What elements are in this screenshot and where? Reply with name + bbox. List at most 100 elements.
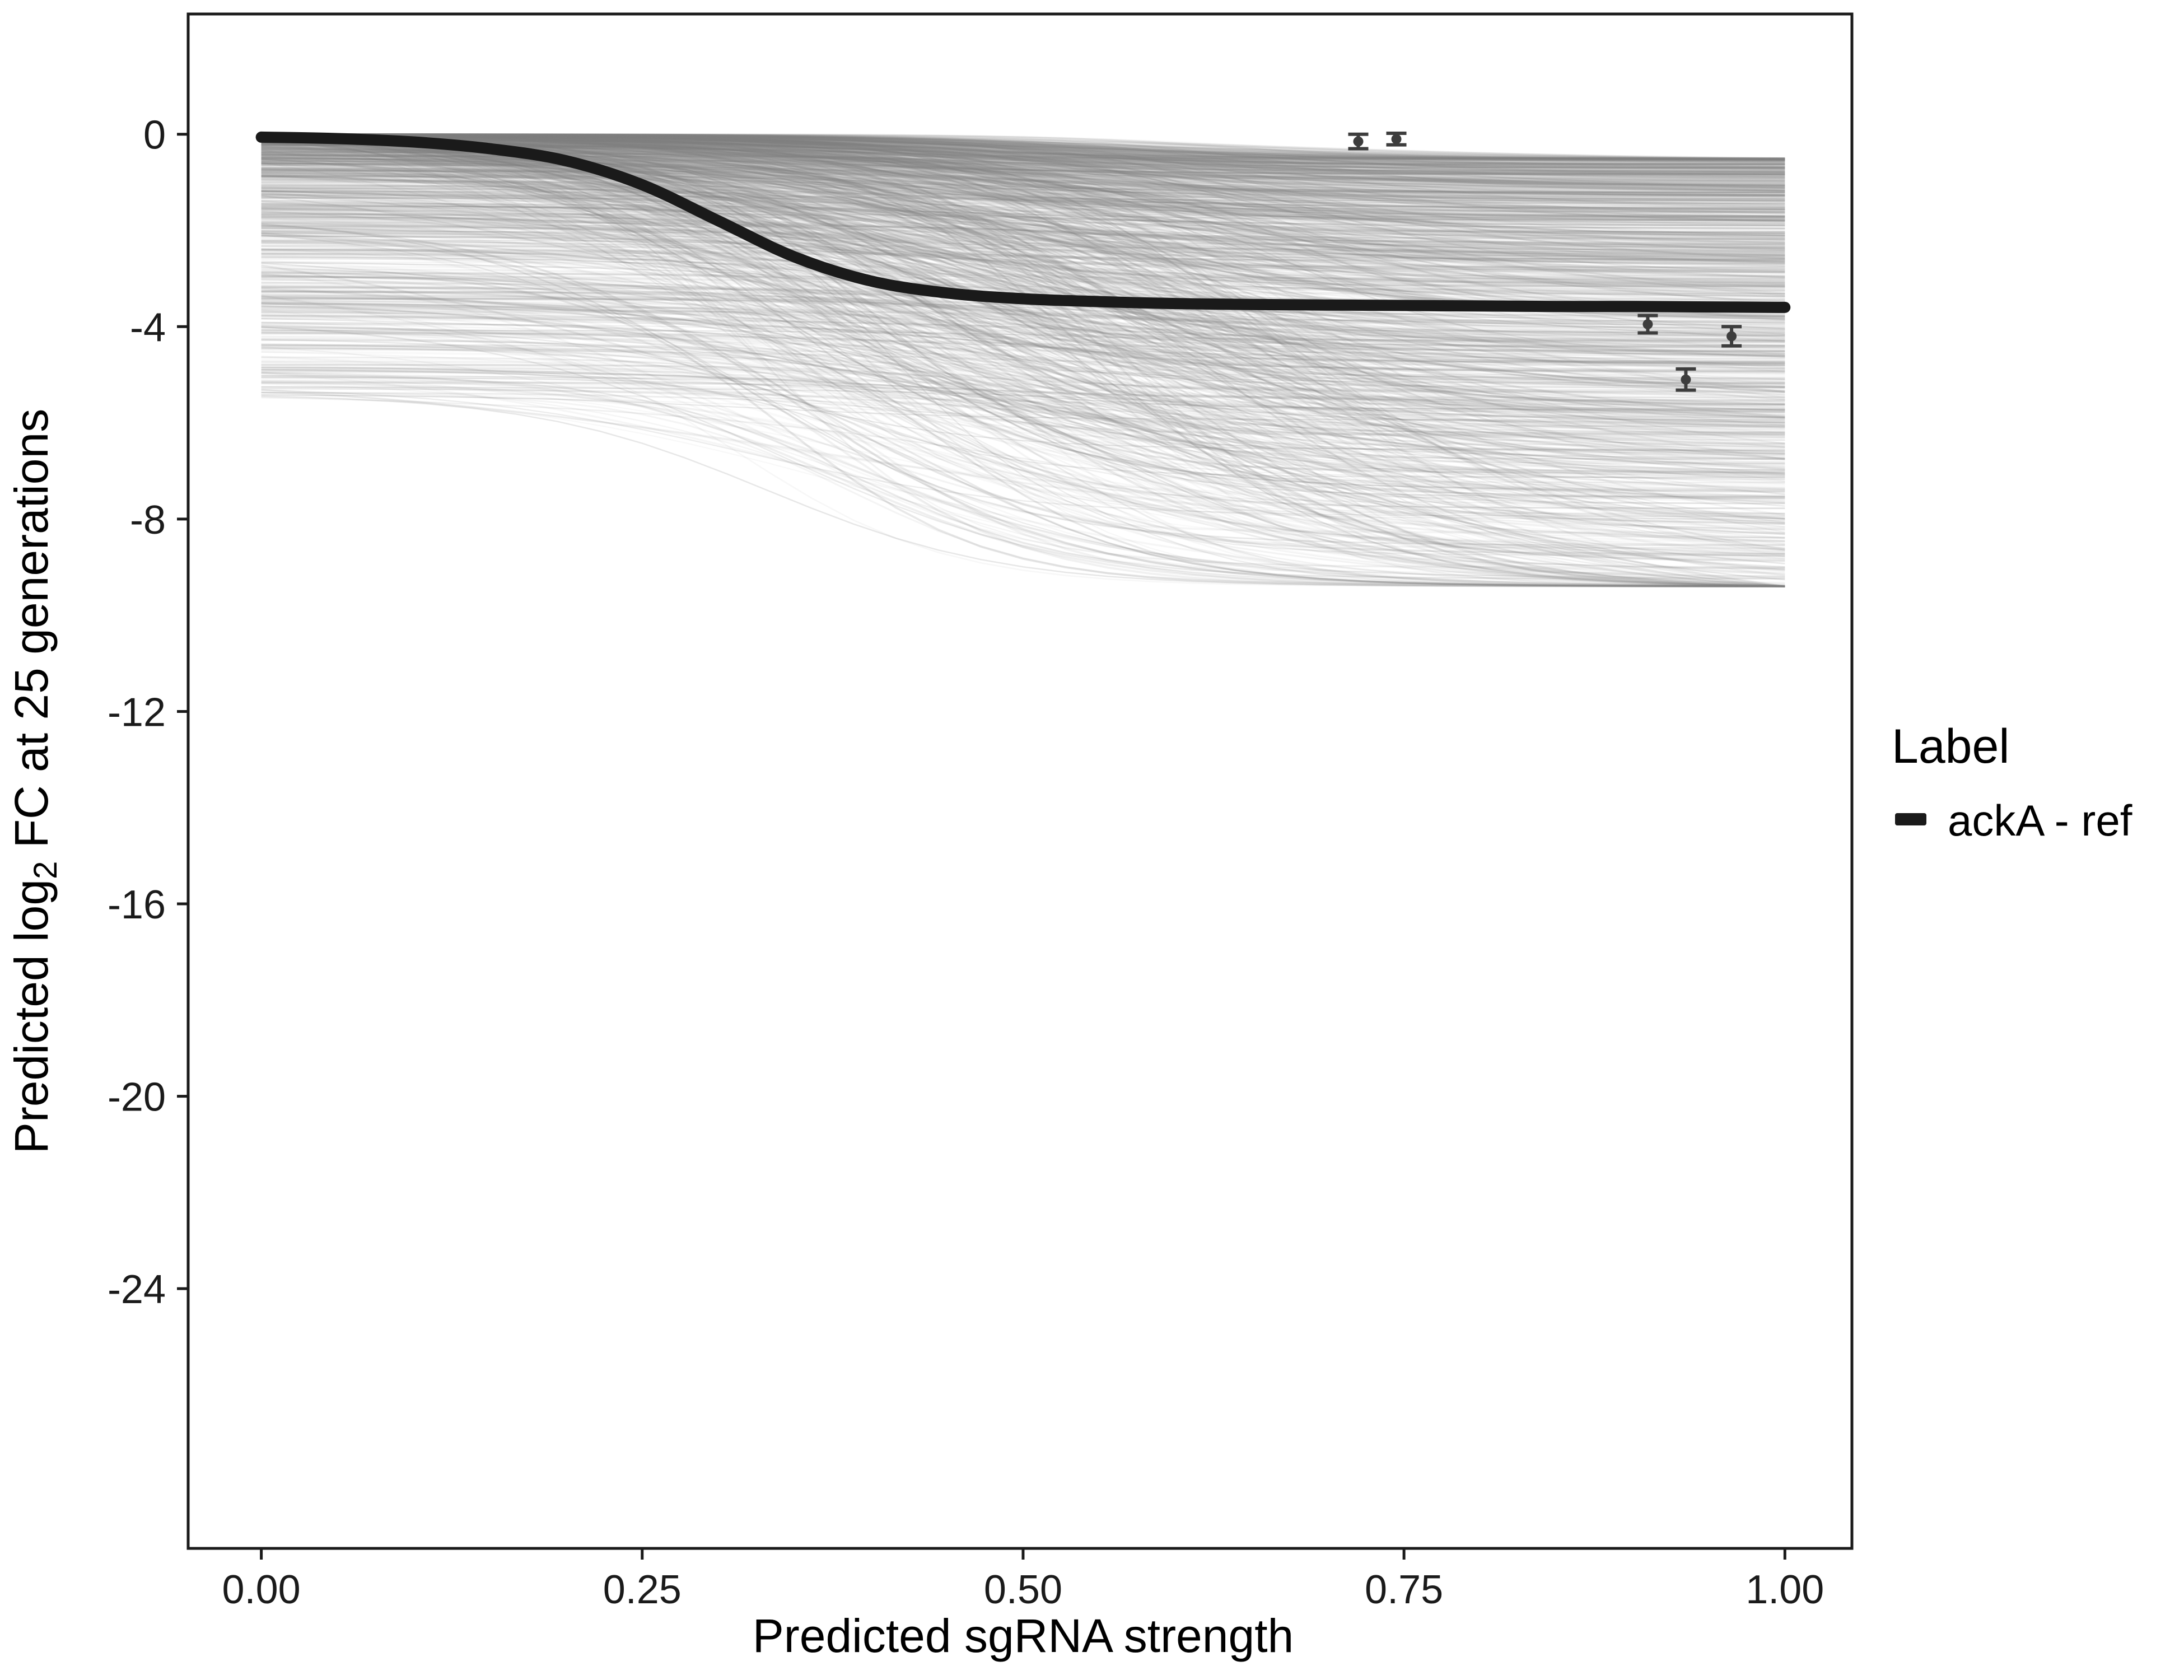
ensemble-line [261, 133, 1785, 178]
ensemble-line [261, 164, 1785, 194]
ensemble-line [261, 376, 1785, 428]
ensemble-line [261, 133, 1785, 388]
ensemble-line [261, 142, 1785, 246]
ensemble-line [261, 137, 1785, 179]
ensemble-line [261, 134, 1785, 370]
ensemble-line [261, 170, 1785, 220]
ensemble-line [261, 133, 1785, 160]
ensemble-line [261, 139, 1785, 573]
ensemble-line [261, 133, 1785, 198]
ensemble-line [261, 301, 1785, 335]
ensemble-line [261, 170, 1785, 446]
ensemble-line [261, 133, 1785, 192]
ensemble-line [261, 226, 1785, 270]
ensemble-line [261, 230, 1785, 572]
ensemble-line [261, 326, 1785, 587]
ensemble-line [261, 250, 1785, 478]
ensemble-line [261, 138, 1785, 473]
ensemble-line [261, 133, 1785, 379]
ensemble-line [261, 209, 1785, 282]
ensemble-line [261, 133, 1785, 568]
ensemble-line [261, 134, 1785, 192]
ensemble-line [261, 223, 1785, 255]
ensemble-line [261, 160, 1785, 234]
ensemble-line [261, 245, 1785, 272]
ensemble-line [261, 133, 1785, 408]
ensemble-line [261, 134, 1785, 186]
ensemble-line [261, 134, 1785, 222]
ensemble-line [261, 133, 1785, 160]
ensemble-line [261, 169, 1785, 405]
ensemble-line [261, 138, 1785, 255]
ensemble-line [261, 157, 1785, 219]
ensemble-line [261, 181, 1785, 210]
ensemble-line [261, 227, 1785, 254]
y-tick-label: -20 [108, 1075, 166, 1120]
ensemble-line [261, 134, 1785, 552]
ensemble-line [261, 133, 1785, 183]
ensemble-line [261, 314, 1785, 351]
ensemble-line [261, 135, 1785, 385]
ensemble-line [261, 174, 1785, 200]
ensemble-line [261, 134, 1785, 183]
ensemble-line [261, 133, 1785, 286]
ensemble-line [261, 133, 1785, 210]
ensemble-line [261, 329, 1785, 478]
ensemble-line [261, 391, 1785, 501]
main-curve-layer [255, 131, 1791, 313]
ensemble-line [261, 134, 1785, 421]
ensemble-line [261, 135, 1785, 236]
ensemble-line [261, 149, 1785, 539]
ensemble-line [261, 193, 1785, 330]
ensemble-line [261, 175, 1785, 222]
ensemble-line [261, 172, 1785, 244]
ensemble-line [261, 187, 1785, 497]
ensemble-line [261, 141, 1785, 193]
ensemble-line [261, 142, 1785, 250]
ensemble-line [261, 188, 1785, 222]
ensemble-line [261, 272, 1785, 587]
ensemble-line [261, 135, 1785, 202]
ensemble-line [261, 137, 1785, 236]
ensemble-line [261, 191, 1785, 587]
ensemble-line [261, 133, 1785, 197]
ensemble-line [261, 134, 1785, 278]
ensemble-line [261, 134, 1785, 194]
ensemble-line [261, 133, 1785, 160]
ensemble-line [261, 302, 1785, 480]
ensemble-line [261, 329, 1785, 356]
ensemble-line [261, 134, 1785, 209]
ensemble-line [261, 133, 1785, 181]
ensemble-line [261, 134, 1785, 329]
ensemble-line [261, 133, 1785, 549]
legend-item-label: ackA - ref [1948, 796, 2132, 845]
ensemble-line [261, 217, 1785, 587]
ensemble-line [261, 167, 1785, 221]
ensemble-line [261, 134, 1785, 214]
ensemble-line [261, 155, 1785, 182]
ensemble-line [261, 178, 1785, 204]
ensemble-line [261, 174, 1785, 200]
ensemble-line [261, 321, 1785, 570]
ensemble-line [261, 172, 1785, 199]
ensemble-line [261, 194, 1785, 241]
ensemble-line [261, 135, 1785, 170]
ensemble-line [261, 133, 1785, 166]
ensemble-line [261, 231, 1785, 269]
ensemble-line [261, 222, 1785, 251]
ensemble-line [261, 133, 1785, 170]
ensemble-line [261, 249, 1785, 370]
ensemble-line [261, 142, 1785, 349]
ensemble-line [261, 176, 1785, 235]
ensemble-line [261, 136, 1785, 186]
ensemble-line [261, 200, 1785, 337]
ensemble-line [261, 133, 1785, 407]
ensemble-line [261, 240, 1785, 321]
ensemble-line [261, 183, 1785, 555]
ensemble-line [261, 134, 1785, 183]
ensemble-line [261, 176, 1785, 321]
ensemble-line [261, 139, 1785, 498]
ensemble-line [261, 135, 1785, 162]
ensemble-line [261, 135, 1785, 339]
